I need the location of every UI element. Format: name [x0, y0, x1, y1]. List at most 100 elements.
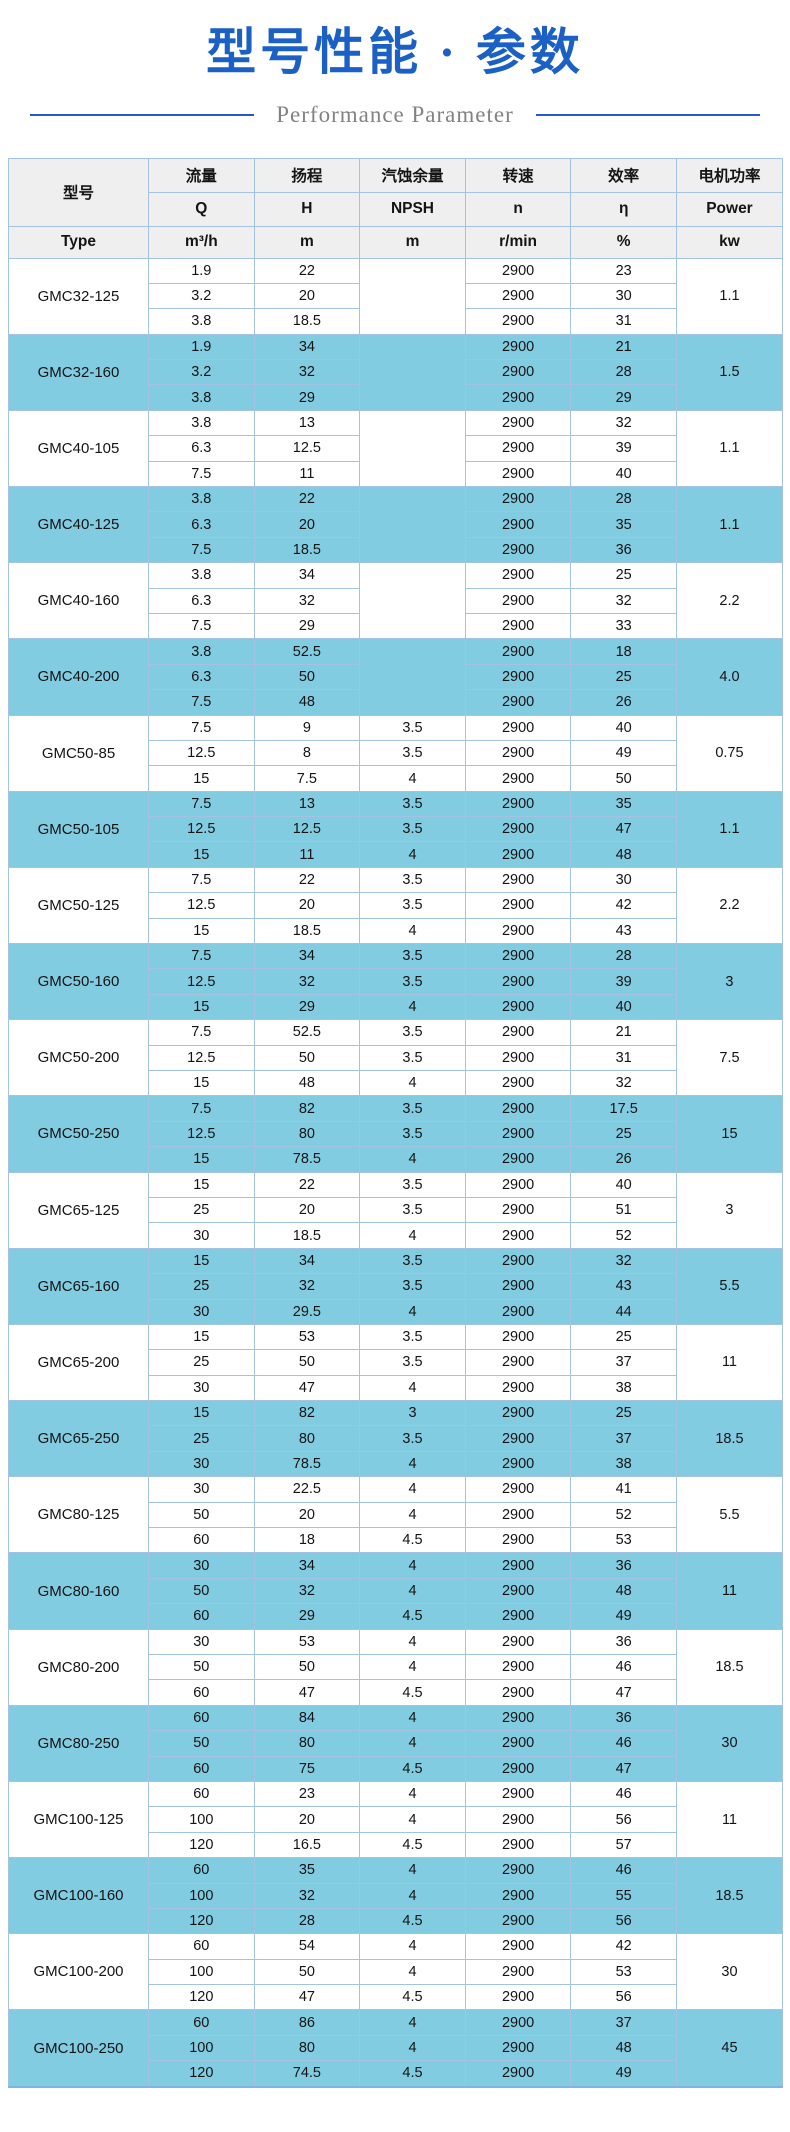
cell-flow: 3.2 [148, 359, 255, 386]
cell-efficiency: 29 [570, 384, 677, 411]
cell-efficiency: 40 [570, 993, 677, 1021]
table-row: 12.5 50 3.5 2900 31 [9, 1044, 783, 1072]
cell-power: 5.5 [675, 1476, 783, 1554]
cell-flow: 30 [148, 1450, 255, 1478]
cell-head: 32 [253, 1882, 361, 1909]
cell-speed: 2900 [464, 536, 572, 564]
cell-head: 75 [253, 1755, 361, 1782]
cell-speed: 2900 [464, 1857, 572, 1884]
cell-speed: 2900 [464, 993, 572, 1021]
cell-speed: 2900 [464, 1450, 572, 1478]
cell-efficiency: 47 [570, 816, 677, 843]
cell-flow: 7.5 [148, 689, 255, 716]
cell-head: 50 [253, 1653, 361, 1681]
cell-head: 50 [253, 1044, 361, 1072]
cell-npsh: 3.5 [359, 1120, 466, 1148]
cell-head: 84 [253, 1704, 361, 1732]
cell-flow: 50 [148, 1730, 255, 1757]
cell-flow: 3.8 [148, 409, 255, 437]
cell-efficiency: 17.5 [570, 1095, 677, 1122]
cell-speed: 2900 [464, 1044, 572, 1072]
cell-model: GMC100-200 [8, 1933, 149, 2011]
cell-speed: 2900 [464, 1628, 572, 1655]
table-row: GMC50-160 7.5 34 3.5 2900 28 3 [8, 943, 783, 1021]
table-row: GMC80-250 60 84 4 2900 36 30 [8, 1704, 783, 1782]
cell-flow: 3.8 [148, 638, 255, 665]
cell-head: 50 [253, 1349, 361, 1376]
header-row-units: Type m³/h m m r/min % kw [8, 225, 783, 259]
cell-model: GMC80-160 [8, 1552, 149, 1630]
table-row: 100 80 4 2900 48 [9, 2034, 783, 2062]
cell-speed: 2900 [464, 308, 572, 335]
cell-npsh: 4 [359, 1653, 466, 1681]
npsh-unit: m [359, 225, 466, 259]
cell-head: 20 [253, 511, 361, 538]
cell-speed: 2900 [464, 841, 572, 868]
cell-flow: 25 [148, 1196, 255, 1224]
cell-flow: 100 [148, 1958, 255, 1986]
cell-flow: 3.8 [148, 562, 255, 589]
table-row: GMC65-200 15 53 3.5 2900 25 11 [8, 1323, 783, 1402]
divider-line-right [535, 113, 760, 116]
cell-efficiency: 35 [570, 790, 677, 818]
cell-speed: 2900 [464, 1247, 572, 1275]
cell-flow: 7.5 [148, 536, 255, 564]
table-row: 100 50 4 2900 53 [9, 1958, 783, 1986]
cell-head: 20 [253, 892, 361, 919]
flow-symbol: Q [148, 191, 255, 227]
cell-model: GMC40-200 [8, 638, 149, 716]
cell-npsh: 4 [359, 1958, 466, 1986]
cell-flow: 30 [148, 1476, 255, 1503]
table-row: 50 80 4 2900 46 [9, 1730, 783, 1757]
cell-speed: 2900 [464, 1780, 572, 1808]
cell-speed: 2900 [464, 1298, 572, 1325]
cell-npsh: 4 [359, 1476, 466, 1503]
flow-header-cn: 流量 [148, 157, 255, 193]
cell-flow: 100 [148, 1882, 255, 1909]
cell-efficiency: 26 [570, 689, 677, 716]
cell-head: 8 [253, 739, 361, 767]
cell-npsh: 3.5 [359, 943, 466, 970]
table-row: 100 32 4 2900 55 [9, 1882, 783, 1909]
cell-head: 23 [253, 1780, 361, 1808]
cell-flow: 7.5 [148, 790, 255, 818]
cell-speed: 2900 [464, 1222, 572, 1249]
table-row: GMC65-250 15 82 3 2900 25 18.5 [8, 1400, 783, 1478]
cell-efficiency: 40 [570, 714, 677, 741]
cell-flow: 7.5 [148, 866, 255, 894]
table-row: 120 47 4.5 2900 56 [9, 1984, 783, 2011]
cell-efficiency: 32 [570, 1069, 677, 1097]
cell-efficiency: 46 [570, 1857, 677, 1884]
cell-speed: 2900 [464, 1984, 572, 2011]
cell-head: 78.5 [253, 1146, 361, 1173]
cell-head: 86 [253, 2009, 361, 2036]
cell-flow: 15 [148, 1146, 255, 1173]
cell-efficiency: 21 [570, 333, 677, 361]
cell-npsh: 3.5 [359, 816, 466, 843]
table-row: 30 29.5 4 2900 44 [9, 1298, 783, 1325]
cell-head: 22.5 [253, 1476, 361, 1503]
table-row: 6.3 32 2900 32 [9, 587, 783, 614]
cell-head: 18.5 [253, 536, 361, 564]
page-title: 型号性能 · 参数 [206, 24, 584, 80]
head-unit: m [253, 225, 361, 259]
cell-efficiency: 30 [570, 282, 677, 310]
table-header: 型号 流量 扬程 汽蚀余量 转速 效率 电机功率 Q H NPSH n η Po… [8, 157, 783, 259]
cell-head: 48 [253, 689, 361, 716]
cell-efficiency: 25 [570, 562, 677, 589]
cell-flow: 12.5 [148, 816, 255, 843]
cell-efficiency: 48 [570, 1577, 677, 1605]
cell-head: 80 [253, 1730, 361, 1757]
cell-efficiency: 36 [570, 1552, 677, 1579]
cell-power: 18.5 [675, 1857, 783, 1935]
performance-table: 型号 流量 扬程 汽蚀余量 转速 效率 电机功率 Q H NPSH n η Po… [8, 157, 783, 2088]
table-row: 12.5 80 3.5 2900 25 [9, 1120, 783, 1148]
speed-unit: r/min [464, 225, 572, 259]
cell-model: GMC50-125 [8, 866, 149, 945]
cell-power: 18.5 [675, 1400, 783, 1478]
cell-power: 11 [675, 1780, 783, 1859]
cell-flow: 25 [148, 1349, 255, 1376]
cell-flow: 3.8 [148, 486, 255, 513]
cell-efficiency: 57 [570, 1831, 677, 1859]
cell-npsh: 3.5 [359, 1247, 466, 1275]
